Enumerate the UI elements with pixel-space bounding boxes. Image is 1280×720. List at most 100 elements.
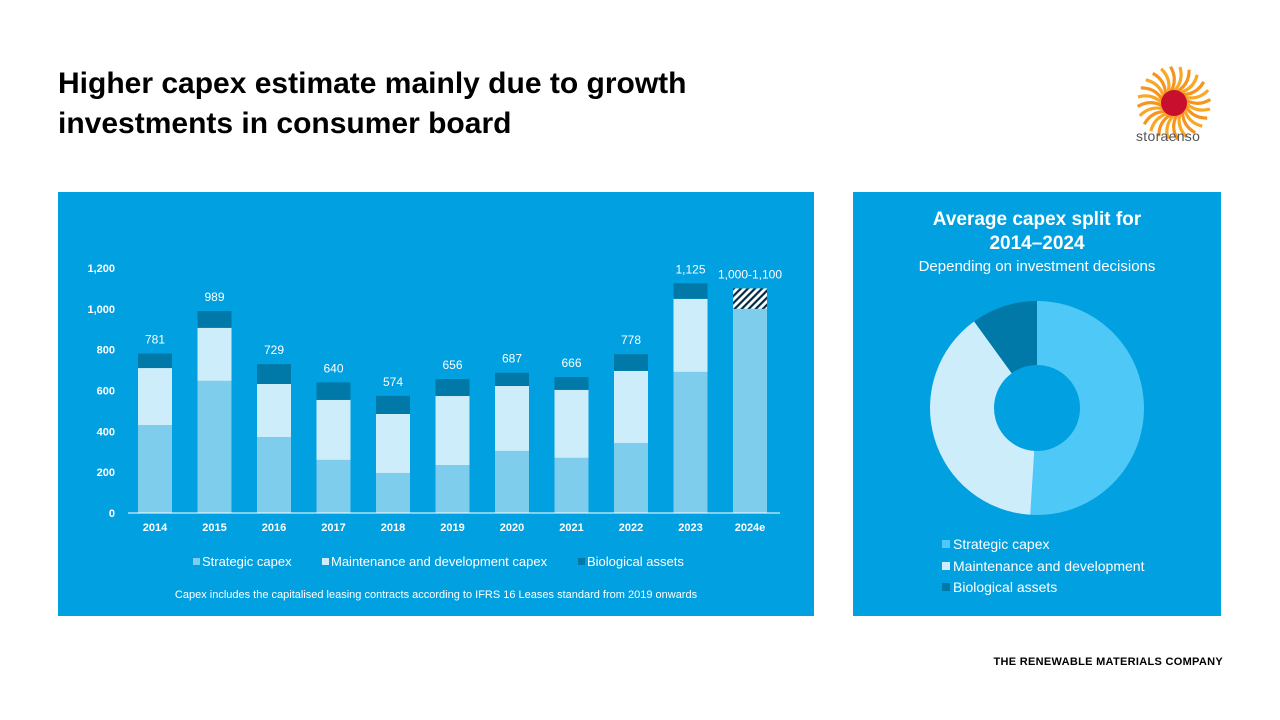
donut-subtitle: Depending on investment decisions bbox=[918, 258, 1156, 275]
total-label: 1,125 bbox=[675, 262, 705, 276]
logo-ray bbox=[1157, 113, 1172, 137]
logo-ray bbox=[1176, 69, 1191, 93]
logo-text: storaenso bbox=[1136, 128, 1201, 144]
y-tick-label: 1,200 bbox=[87, 263, 115, 275]
page-title: Higher capex estimate mainly due to grow… bbox=[58, 64, 818, 144]
x-tick-label: 2017 bbox=[321, 522, 345, 534]
bar-maintenance-and-development-capex bbox=[376, 413, 410, 473]
bar-maintenance-and-development-capex bbox=[495, 386, 529, 451]
legend-swatch bbox=[578, 558, 585, 565]
logo-ray bbox=[1149, 111, 1169, 132]
x-tick-label: 2016 bbox=[262, 522, 286, 534]
legend-swatch bbox=[193, 558, 200, 565]
y-tick-label: 400 bbox=[97, 426, 115, 438]
x-tick-label: 2015 bbox=[202, 522, 226, 534]
bar-biological-assets bbox=[435, 379, 470, 397]
x-tick-label: 2019 bbox=[440, 522, 464, 534]
bar-chart-panel: 0 200 400 600 800 1,000 1,200 2014 2015 2016 2017 2… bbox=[58, 192, 814, 616]
total-label: 1,000-1,100 bbox=[718, 267, 782, 281]
bar-biological-assets bbox=[316, 382, 351, 400]
bar-biological-assets bbox=[554, 377, 589, 390]
donut-title-line-1: Average capex split for bbox=[932, 209, 1142, 230]
logo-ray bbox=[1145, 78, 1166, 98]
legend-swatch bbox=[942, 562, 950, 570]
storaenso-logo-icon bbox=[1136, 65, 1212, 141]
legend-swatch bbox=[942, 540, 950, 548]
total-label: 640 bbox=[323, 361, 343, 375]
total-label: 781 bbox=[145, 333, 165, 347]
bar-strategic-capex bbox=[733, 308, 767, 513]
bar-strategic-capex bbox=[554, 457, 589, 513]
y-tick-label: 600 bbox=[97, 386, 115, 398]
bar-biological-assets bbox=[614, 354, 648, 371]
total-label: 778 bbox=[621, 333, 641, 347]
y-tick-label: 200 bbox=[97, 467, 115, 479]
logo-ray bbox=[1172, 66, 1183, 93]
bar-maintenance-and-development-capex bbox=[614, 370, 648, 443]
bar-chart: 0 200 400 600 800 1,000 1,200 2014 2015 2016 2017 2… bbox=[87, 262, 782, 601]
logo-ray bbox=[1142, 109, 1166, 126]
bar-maintenance-and-development-capex bbox=[138, 368, 172, 426]
total-label: 574 bbox=[383, 375, 403, 389]
tagline: THE RENEWABLE MATERIALS COMPANY bbox=[993, 656, 1223, 668]
logo-ray bbox=[1137, 94, 1164, 105]
logo-ray bbox=[1177, 112, 1188, 139]
donut-slice-strategic-capex bbox=[1030, 301, 1145, 515]
logo-ray bbox=[1169, 65, 1176, 93]
x-tick-label: 2024e bbox=[735, 522, 766, 534]
bar-strategic-capex bbox=[197, 380, 232, 513]
legend-label: Biological assets bbox=[953, 579, 1058, 595]
bar-strategic-capex bbox=[376, 472, 410, 513]
logo-ray bbox=[1138, 106, 1165, 117]
legend-label: Maintenance and development bbox=[953, 558, 1145, 574]
bar-maintenance-and-development-capex bbox=[316, 399, 351, 460]
y-tick-label: 0 bbox=[109, 508, 115, 520]
donut-chart bbox=[930, 301, 1145, 515]
total-label: 989 bbox=[204, 290, 224, 304]
legend-label: Strategic capex bbox=[202, 554, 292, 569]
logo-ray bbox=[1160, 67, 1171, 94]
total-label: 666 bbox=[561, 356, 581, 370]
x-tick-label: 2021 bbox=[559, 522, 583, 534]
y-tick-label: 1,000 bbox=[87, 304, 115, 316]
bar-maintenance-and-development-capex bbox=[257, 383, 291, 438]
logo-ray bbox=[1183, 89, 1210, 100]
donut-slice-maintenance-and-development bbox=[930, 321, 1035, 515]
footnote: Capex includes the capitalised leasing c… bbox=[175, 589, 698, 601]
bar-strategic-capex bbox=[138, 425, 172, 513]
logo-ray bbox=[1172, 113, 1179, 141]
title-line-2: investments in consumer board bbox=[58, 107, 512, 140]
bar-strategic-capex bbox=[495, 450, 529, 513]
bar-maintenance-and-development-capex bbox=[673, 298, 708, 372]
y-tick-label: 800 bbox=[97, 345, 115, 357]
bar-biological-assets bbox=[673, 283, 708, 299]
logo-ray bbox=[1151, 71, 1168, 95]
donut-slice-biological-assets bbox=[974, 301, 1037, 374]
legend-swatch bbox=[322, 558, 329, 565]
donut-chart-panel: Average capex split for 2014–2024 Dependi… bbox=[853, 192, 1221, 616]
bar-strategic-capex bbox=[316, 459, 351, 513]
bar-biological-assets bbox=[197, 311, 232, 328]
x-tick-label: 2022 bbox=[619, 522, 643, 534]
legend-label: Strategic capex bbox=[953, 536, 1050, 552]
x-tick-label: 2020 bbox=[500, 522, 524, 534]
bar-biological-assets bbox=[138, 353, 172, 369]
bar-estimate-range bbox=[733, 288, 767, 309]
legend-swatch bbox=[942, 583, 950, 591]
donut-title: Average capex split for 2014–2024 bbox=[853, 208, 1221, 256]
logo-ray bbox=[1140, 86, 1164, 101]
title-line-1: Higher capex estimate mainly due to grow… bbox=[58, 67, 687, 100]
bar-strategic-capex bbox=[673, 371, 708, 513]
logo-ray bbox=[1184, 101, 1211, 112]
total-label: 729 bbox=[264, 343, 284, 357]
bar-biological-assets bbox=[495, 372, 529, 387]
legend-label: Maintenance and development capex bbox=[331, 554, 548, 569]
logo-ray bbox=[1180, 111, 1197, 135]
bar-strategic-capex bbox=[257, 437, 291, 513]
donut-title-line-2: 2014–2024 bbox=[989, 233, 1085, 254]
bar-strategic-capex bbox=[435, 465, 470, 513]
bar-maintenance-and-development-capex bbox=[197, 327, 232, 381]
logo-ray bbox=[1136, 101, 1164, 108]
bar-biological-assets bbox=[257, 364, 291, 384]
x-tick-label: 2023 bbox=[678, 522, 702, 534]
